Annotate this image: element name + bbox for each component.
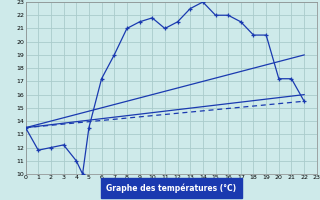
- X-axis label: Graphe des températures (°C): Graphe des températures (°C): [106, 183, 236, 193]
